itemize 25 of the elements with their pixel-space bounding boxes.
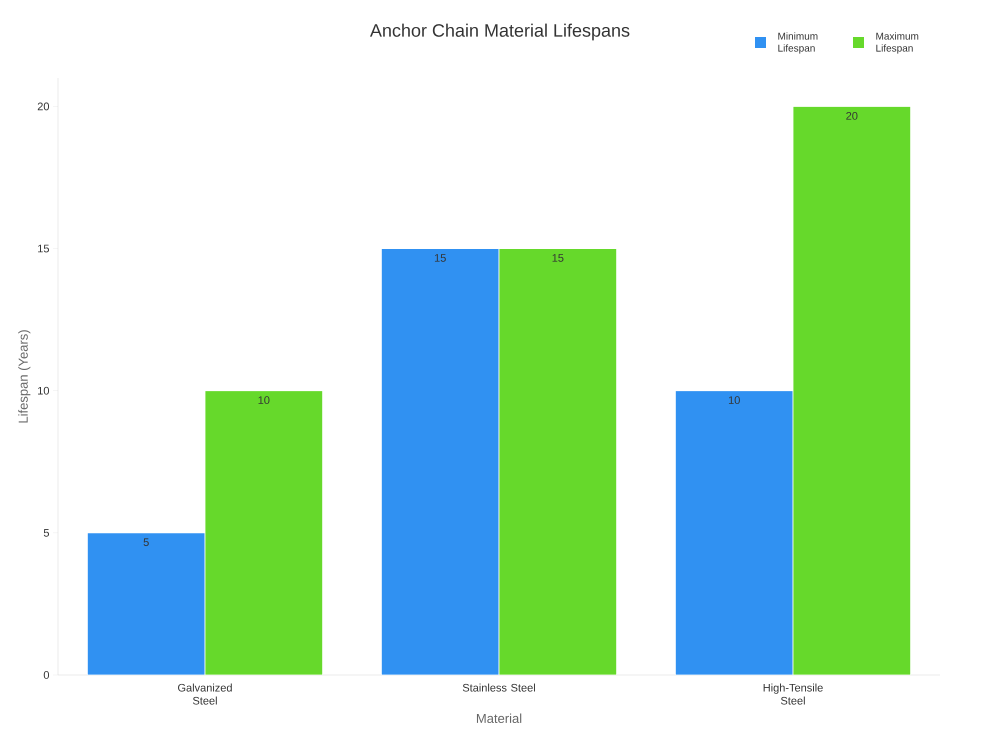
x-tick-label: Galvanized Steel xyxy=(178,684,232,705)
bar xyxy=(87,532,206,675)
legend-label: Minimum Lifespan xyxy=(778,32,818,54)
y-tick-label: 0 xyxy=(44,671,50,679)
bar xyxy=(381,248,500,675)
legend-label: Maximum Lifespan xyxy=(876,32,918,54)
y-tick-label: 20 xyxy=(38,102,50,110)
y-tick-label: 5 xyxy=(44,529,49,537)
bar xyxy=(204,390,324,675)
bar xyxy=(675,390,794,675)
data-label: 10 xyxy=(258,396,270,404)
y-axis-title: Lifespan (Years) xyxy=(18,330,30,423)
data-label: 10 xyxy=(728,396,740,404)
y-tick-label: 15 xyxy=(38,244,49,252)
data-label: 5 xyxy=(144,538,149,546)
y-tick-label: 10 xyxy=(38,386,50,395)
data-label: 15 xyxy=(434,254,446,262)
x-tick-label: High-Tensile Steel xyxy=(764,684,823,705)
x-axis-title: Material xyxy=(476,713,522,724)
bar xyxy=(498,248,618,675)
bar xyxy=(792,106,912,675)
data-label: 15 xyxy=(552,254,564,262)
chart-title: Anchor Chain Material Lifespans xyxy=(370,24,630,40)
x-tick-label: Stainless Steel xyxy=(462,684,535,692)
data-label: 20 xyxy=(846,112,858,120)
